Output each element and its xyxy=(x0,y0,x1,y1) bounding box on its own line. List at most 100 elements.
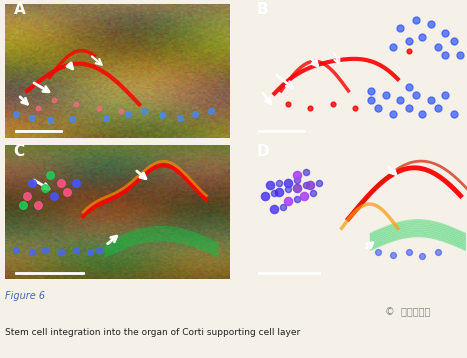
Point xyxy=(441,30,448,36)
Point xyxy=(418,253,426,259)
Point xyxy=(73,247,80,253)
Point xyxy=(374,105,381,111)
Text: B: B xyxy=(256,2,268,17)
Point xyxy=(428,97,435,103)
Point xyxy=(383,92,390,98)
Point xyxy=(302,169,310,175)
Point xyxy=(412,92,419,98)
Point xyxy=(124,111,132,117)
Point xyxy=(293,185,301,191)
Point xyxy=(95,105,103,111)
Point xyxy=(450,111,458,117)
Point xyxy=(102,115,109,121)
Point xyxy=(428,21,435,26)
Point xyxy=(405,250,413,255)
Point xyxy=(73,180,80,185)
Point xyxy=(140,108,148,114)
Point xyxy=(383,92,390,98)
Point xyxy=(309,190,316,196)
Point xyxy=(73,101,80,107)
Point xyxy=(405,48,413,53)
Point xyxy=(50,97,58,103)
Point xyxy=(41,185,49,191)
Point xyxy=(389,44,397,49)
Point xyxy=(35,105,42,111)
Point xyxy=(46,171,53,177)
Point xyxy=(64,189,71,195)
Point xyxy=(46,117,53,123)
Point xyxy=(434,105,442,111)
Point xyxy=(405,38,413,44)
Point xyxy=(418,34,426,40)
Point xyxy=(396,25,403,31)
Point xyxy=(300,193,307,199)
Point xyxy=(57,180,64,185)
Point xyxy=(389,44,397,49)
Point xyxy=(68,116,76,122)
Point xyxy=(405,38,413,44)
Point xyxy=(418,111,426,117)
Point xyxy=(293,196,301,202)
Point xyxy=(389,111,397,117)
Point xyxy=(367,88,375,94)
Point xyxy=(86,250,93,255)
Point xyxy=(262,193,269,199)
Point xyxy=(434,250,442,255)
Point xyxy=(284,187,291,192)
Point xyxy=(434,44,442,49)
Point xyxy=(293,177,301,183)
Point xyxy=(19,203,26,208)
Text: ©  干细胞之父: © 干细胞之父 xyxy=(385,307,430,317)
Point xyxy=(284,180,291,185)
Point xyxy=(450,111,458,117)
Point xyxy=(306,105,314,111)
Point xyxy=(374,105,381,111)
Point xyxy=(405,105,413,111)
Point xyxy=(418,34,426,40)
Point xyxy=(389,111,397,117)
Point xyxy=(441,92,448,98)
Text: Figure 6: Figure 6 xyxy=(5,291,45,301)
Point xyxy=(367,97,375,103)
Point xyxy=(293,171,301,177)
Point xyxy=(275,180,283,185)
Point xyxy=(191,111,199,117)
Point xyxy=(396,97,403,103)
Point xyxy=(428,21,435,26)
Point xyxy=(396,97,403,103)
Point xyxy=(275,189,283,195)
Point xyxy=(12,111,20,117)
Point xyxy=(389,252,397,258)
Point xyxy=(374,250,381,255)
Point xyxy=(271,190,278,196)
Point xyxy=(329,101,336,107)
Point xyxy=(28,180,35,185)
Point xyxy=(405,84,413,90)
Point xyxy=(12,247,20,253)
Point xyxy=(396,25,403,31)
Point xyxy=(412,92,419,98)
Point xyxy=(418,111,426,117)
Point xyxy=(207,108,215,114)
Point xyxy=(367,88,375,94)
Point xyxy=(434,105,442,111)
Point xyxy=(441,30,448,36)
Point xyxy=(405,105,413,111)
Point xyxy=(57,250,64,255)
Point xyxy=(441,52,448,58)
Point xyxy=(271,207,278,212)
Point xyxy=(457,52,464,58)
Point xyxy=(428,97,435,103)
Point xyxy=(441,92,448,98)
Text: A: A xyxy=(14,2,25,17)
Point xyxy=(450,38,458,44)
Point xyxy=(351,105,359,111)
Point xyxy=(284,198,291,204)
Text: C: C xyxy=(14,144,25,159)
Point xyxy=(284,101,291,107)
Point xyxy=(316,180,323,185)
Point xyxy=(35,203,42,208)
Point xyxy=(450,38,458,44)
Point xyxy=(302,182,310,188)
Point xyxy=(441,52,448,58)
